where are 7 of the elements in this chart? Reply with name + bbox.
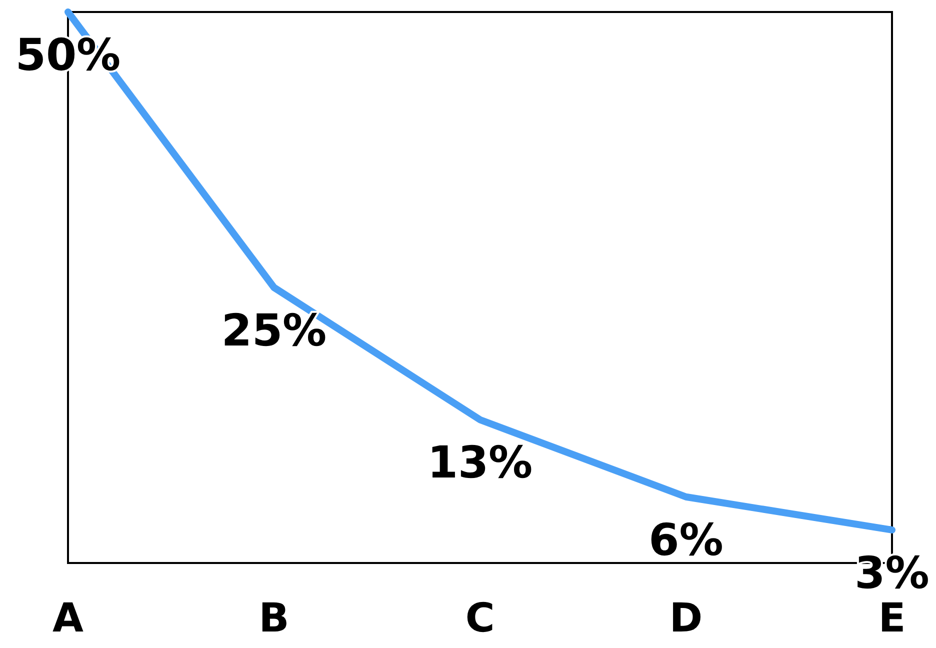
x-tick-label: A: [52, 595, 84, 642]
x-tick-label: C: [465, 595, 495, 642]
data-label: 25%: [221, 306, 327, 356]
data-label: 13%: [427, 438, 533, 489]
x-tick-label: D: [669, 595, 703, 642]
data-label: 6%: [648, 514, 724, 566]
x-tick-label: B: [258, 595, 290, 642]
